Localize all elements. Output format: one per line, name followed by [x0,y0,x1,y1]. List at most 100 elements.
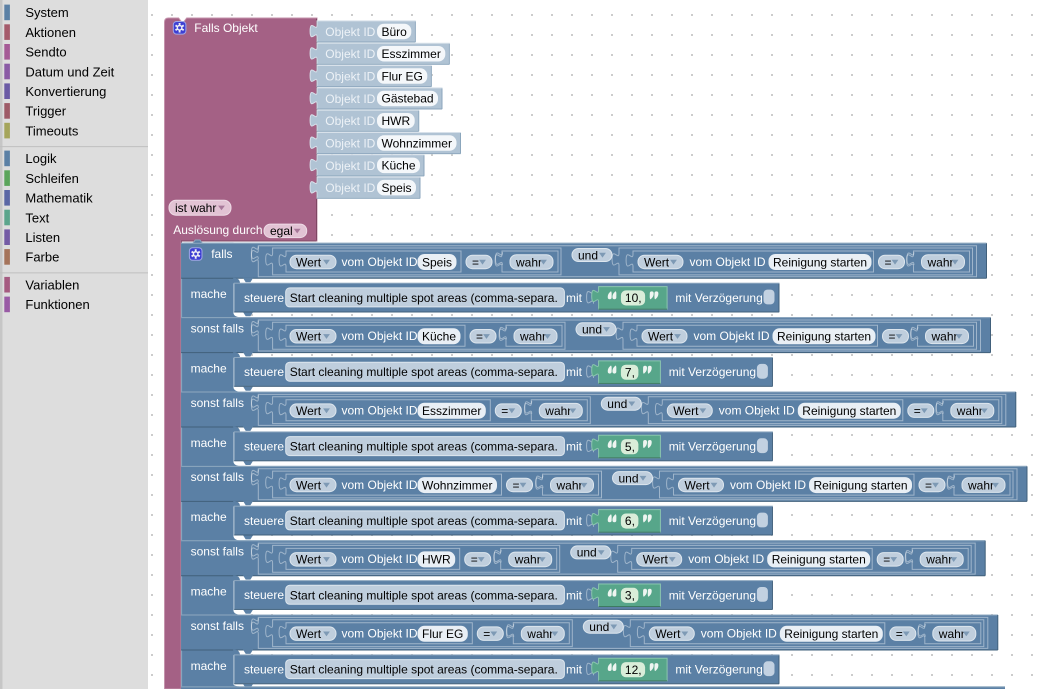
svg-text:vom Objekt ID: vom Objekt ID [342,478,418,492]
svg-text:Start cleaning multiple spot a: Start cleaning multiple spot areas (comm… [290,365,558,379]
svg-text:Speis: Speis [422,255,452,269]
svg-text:Flur EG: Flur EG [422,627,463,641]
svg-text:Reinigung starten: Reinigung starten [784,627,878,641]
svg-text:Falls Objekt: Falls Objekt [194,21,258,35]
svg-text:Auslösung durch: Auslösung durch [173,223,262,237]
svg-text:Reinigung starten: Reinigung starten [772,553,866,567]
svg-text:vom Objekt ID: vom Objekt ID [688,552,764,566]
svg-text:Wert: Wert [296,330,322,344]
svg-text:Speis: Speis [382,181,412,195]
svg-text:Aktionen: Aktionen [25,25,76,40]
svg-text:und: und [578,248,598,262]
svg-text:mit Verzögerung: mit Verzögerung [669,365,756,379]
svg-text:Objekt ID: Objekt ID [325,114,375,128]
svg-text:mit Verzögerung: mit Verzögerung [669,588,756,602]
svg-text:Wert: Wert [644,255,670,269]
svg-text:steuere: steuere [244,440,284,454]
svg-text:Schleifen: Schleifen [25,171,78,186]
svg-text:mache: mache [191,659,227,673]
svg-text:falls: falls [211,247,232,261]
svg-text:Funktionen: Funktionen [25,297,89,312]
svg-text:Sendto: Sendto [25,45,66,60]
svg-text:Logik: Logik [25,151,57,166]
svg-text:Start cleaning multiple spot a: Start cleaning multiple spot areas (comm… [290,291,558,305]
svg-text:Wert: Wert [648,330,674,344]
svg-text:wahr: wahr [514,553,541,567]
svg-text:vom Objekt ID: vom Objekt ID [719,404,795,418]
svg-text:Esszimmer: Esszimmer [382,47,441,61]
svg-text:Objekt ID: Objekt ID [325,70,375,84]
svg-text:egal: egal [270,224,293,238]
svg-text:=: = [925,478,932,492]
svg-text:Text: Text [25,210,49,225]
svg-text:Reinigung starten: Reinigung starten [773,255,867,269]
svg-text:mache: mache [191,436,227,450]
svg-text:Objekt ID: Objekt ID [325,92,375,106]
svg-text:und: und [619,471,639,485]
svg-text:steuere: steuere [244,514,284,528]
svg-text:=: = [471,553,478,567]
svg-text:vom Objekt ID: vom Objekt ID [694,329,770,343]
svg-text:steuere: steuere [244,588,284,602]
svg-text:5,: 5, [625,440,635,454]
svg-text:Gästebad: Gästebad [382,92,434,106]
svg-text:Küche: Küche [382,159,416,173]
svg-text:Objekt ID: Objekt ID [325,137,375,151]
svg-text:sonst falls: sonst falls [191,322,244,336]
svg-text:Mathematik: Mathematik [25,191,93,206]
svg-text:mache: mache [191,287,227,301]
svg-text:=: = [501,404,508,418]
svg-text:Objekt ID: Objekt ID [325,25,375,39]
svg-text:Timeouts: Timeouts [25,123,78,138]
svg-text:=: = [889,330,896,344]
svg-text:HWR: HWR [382,114,411,128]
svg-text:sonst falls: sonst falls [191,470,244,484]
svg-text:mit: mit [566,291,583,305]
svg-text:Wohnzimmer: Wohnzimmer [382,136,452,150]
svg-text:sonst falls: sonst falls [191,545,244,559]
svg-text:steuere: steuere [244,291,284,305]
svg-text:Wert: Wert [685,478,711,492]
svg-text:=: = [896,627,903,641]
svg-text:sonst falls: sonst falls [191,396,244,410]
svg-text:=: = [483,627,490,641]
svg-text:mit Verzögerung: mit Verzögerung [669,514,756,528]
svg-text:mit: mit [566,588,583,602]
svg-text:wahr: wahr [938,627,965,641]
svg-text:wahr: wahr [526,627,553,641]
svg-text:und: und [577,546,597,560]
svg-text:=: = [476,330,483,344]
svg-text:mit: mit [566,514,583,528]
svg-text:steuere: steuere [244,365,284,379]
svg-text:Wert: Wert [296,627,322,641]
svg-text:Wert: Wert [643,553,669,567]
svg-text:Wert: Wert [296,255,322,269]
svg-text:wahr: wahr [544,404,571,418]
svg-text:wahr: wahr [956,404,983,418]
svg-text:Start cleaning multiple spot a: Start cleaning multiple spot areas (comm… [290,663,558,677]
svg-text:vom Objekt ID: vom Objekt ID [690,255,766,269]
svg-text:und: und [607,397,627,411]
svg-text:Reinigung starten: Reinigung starten [802,404,896,418]
svg-text:wahr: wahr [927,255,954,269]
svg-text:Wert: Wert [296,404,322,418]
svg-text:und: und [582,323,602,337]
svg-text:Wert: Wert [655,627,681,641]
svg-text:Datum und Zeit: Datum und Zeit [25,64,114,79]
svg-text:10,: 10, [625,291,642,305]
svg-text:mit: mit [566,365,583,379]
svg-text:=: = [513,478,520,492]
svg-text:Farbe: Farbe [25,250,59,265]
svg-text:=: = [472,255,479,269]
svg-text:sonst falls: sonst falls [191,619,244,633]
svg-text:Büro: Büro [382,25,408,39]
svg-text:Wert: Wert [296,478,322,492]
svg-text:Flur EG: Flur EG [382,69,423,83]
svg-text:HWR: HWR [422,553,451,567]
svg-text:=: = [914,404,921,418]
svg-text:12,: 12, [625,663,642,677]
svg-text:3,: 3, [625,589,635,603]
svg-text:Start cleaning multiple spot a: Start cleaning multiple spot areas (comm… [290,588,558,602]
svg-text:Reinigung starten: Reinigung starten [777,330,871,344]
svg-text:Listen: Listen [25,230,60,245]
